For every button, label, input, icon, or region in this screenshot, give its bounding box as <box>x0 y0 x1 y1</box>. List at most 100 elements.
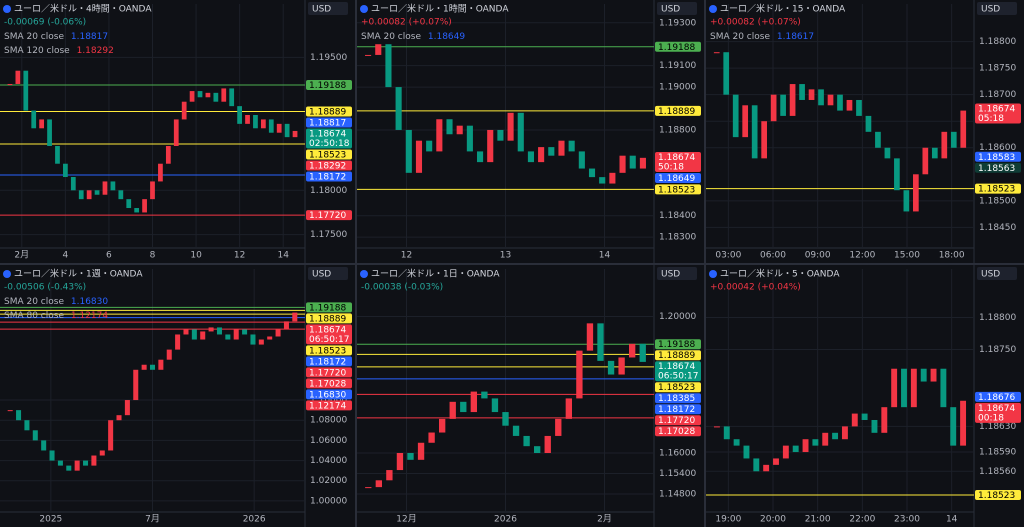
candle <box>70 177 76 191</box>
y-tick-label: 1.16000 <box>659 449 696 459</box>
candle <box>865 115 872 132</box>
candle <box>229 88 235 107</box>
candle <box>24 420 30 431</box>
symbol-icon <box>360 270 368 278</box>
currency-button[interactable] <box>977 267 1017 280</box>
price-label: 1.17028 <box>658 427 695 437</box>
indicator-name: SMA 80 close <box>4 311 64 321</box>
candle <box>780 94 786 116</box>
candle <box>133 369 139 401</box>
price-label-box <box>306 149 352 160</box>
currency: USD <box>661 270 680 280</box>
symbol-icon <box>3 270 11 278</box>
currency-button[interactable] <box>308 267 348 280</box>
candle <box>523 435 530 447</box>
price-label: 1.19188 <box>309 81 346 91</box>
candle <box>276 123 282 133</box>
candle <box>173 119 179 147</box>
candle <box>802 439 809 453</box>
candle <box>57 460 63 466</box>
candle <box>7 83 13 85</box>
candle <box>49 450 55 461</box>
indicator-legend: SMA 120 close 1.18292 <box>4 46 114 56</box>
price-label: 1.19188 <box>658 43 695 53</box>
candle <box>365 54 372 56</box>
x-tick-label: 12:00 <box>849 251 875 261</box>
y-tick-label: 1.18400 <box>659 211 696 221</box>
candle <box>607 360 615 375</box>
candle <box>940 368 947 408</box>
candle <box>629 155 636 169</box>
currency-button[interactable] <box>657 2 697 15</box>
currency-button[interactable] <box>977 2 1017 15</box>
candle <box>732 94 739 138</box>
candle <box>538 147 545 163</box>
price-label-box <box>306 400 352 411</box>
candle <box>477 151 484 163</box>
currency: USD <box>981 5 1000 15</box>
candle <box>16 410 22 421</box>
candle <box>415 140 423 173</box>
candle <box>512 425 520 436</box>
y-tick-label: 1.18560 <box>979 467 1016 477</box>
candle <box>851 413 858 427</box>
price-label: 1.18889 <box>309 108 346 118</box>
indicator-legend: SMA 20 close 1.18817 <box>4 32 108 42</box>
candle <box>517 112 524 152</box>
price-label-box <box>306 389 352 400</box>
candle <box>116 415 122 421</box>
candle <box>922 147 929 175</box>
indicator-name: SMA 120 close <box>4 46 70 56</box>
x-tick-label: 12 <box>401 251 412 261</box>
currency-button[interactable] <box>308 2 348 15</box>
change: -0.00069 (-0.06%) <box>4 18 86 28</box>
candle <box>891 368 898 408</box>
currency-button[interactable] <box>657 267 697 280</box>
panel-background <box>0 265 355 527</box>
price-label: 1.18889 <box>658 351 695 361</box>
price-label: 1.18523 <box>978 185 1015 195</box>
countdown: 00:18 <box>978 413 1004 423</box>
x-tick-label: 03:00 <box>715 251 741 261</box>
candle <box>428 432 435 443</box>
change: -0.00038 (-0.03%) <box>361 283 443 293</box>
candle <box>78 190 84 200</box>
price-label-box <box>975 103 1021 124</box>
x-tick-label: 13 <box>500 251 511 261</box>
candle <box>639 343 646 362</box>
candle <box>166 349 172 360</box>
candle <box>799 84 805 100</box>
candle <box>417 442 425 460</box>
price-label: 1.19188 <box>309 303 346 313</box>
symbol-icon <box>360 5 368 13</box>
indicator-name: SMA 20 close <box>710 32 770 42</box>
candle <box>599 177 606 184</box>
price-label-box <box>306 210 352 221</box>
candle <box>208 327 214 332</box>
candle <box>920 368 927 382</box>
price-label-box <box>306 324 352 345</box>
candle <box>913 174 919 212</box>
candle <box>292 130 298 138</box>
change: +0.00082 (+0.07%) <box>361 18 452 28</box>
price-label: 1.18674 <box>658 362 695 372</box>
candle <box>743 445 750 459</box>
indicator-name: SMA 20 close <box>4 297 64 307</box>
candle <box>181 101 187 120</box>
candle <box>221 88 227 102</box>
price-label: 1.18889 <box>309 314 346 324</box>
candle <box>846 99 853 111</box>
candle <box>66 465 72 471</box>
x-tick-label: 23:00 <box>894 515 920 525</box>
indicator-value: 1.18292 <box>77 46 114 56</box>
x-tick-label: 14 <box>599 251 611 261</box>
price-label-box <box>306 367 352 378</box>
price-label-box <box>655 393 701 404</box>
candle <box>245 114 250 124</box>
x-tick-label: 09:00 <box>805 251 831 261</box>
candle <box>41 440 47 451</box>
candle <box>86 190 92 200</box>
panel-title: ユーロ／米ドル・15・OANDA <box>720 3 846 15</box>
currency: USD <box>661 5 680 15</box>
candle <box>881 407 888 433</box>
